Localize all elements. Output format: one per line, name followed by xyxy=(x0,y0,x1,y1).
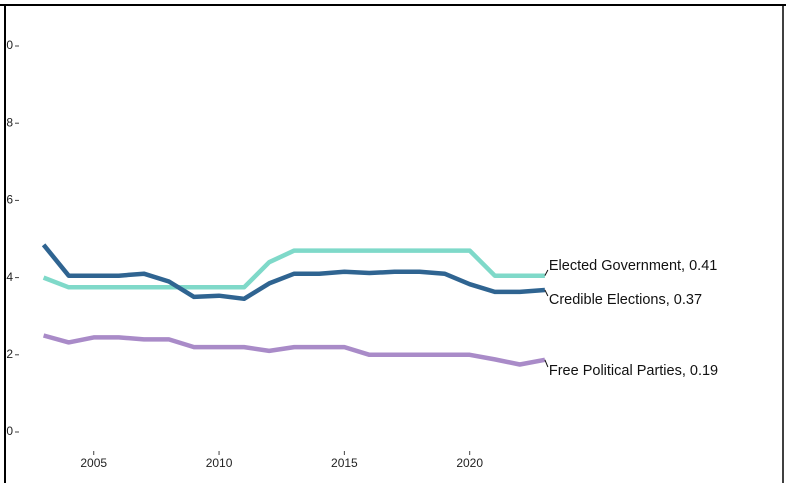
series-line xyxy=(41,243,546,302)
series-line xyxy=(42,248,545,290)
y-axis: 0.0 0.2 0.4 0.6 0.8 1.0 xyxy=(0,38,13,438)
y-tick-label: 1.0 xyxy=(0,38,13,52)
y-tick-label: 0.2 xyxy=(0,347,13,361)
series-line xyxy=(43,333,546,367)
y-tick-label: 0.8 xyxy=(0,115,13,129)
label-connector xyxy=(544,289,549,297)
y-tick-label: 0.0 xyxy=(0,424,13,438)
y-tick-label: 0.4 xyxy=(0,270,13,284)
label-connector xyxy=(544,269,549,276)
x-tick-label: 2015 xyxy=(331,456,358,470)
x-tick-label: 2005 xyxy=(80,456,107,470)
end-label: Free Political Parties, 0.19 xyxy=(549,363,718,379)
end-label: Elected Government, 0.41 xyxy=(549,258,717,274)
label-connector xyxy=(544,359,549,368)
end-label: Credible Elections, 0.37 xyxy=(549,292,702,308)
x-tick-label: 2010 xyxy=(206,456,233,470)
y-tick-label: 0.6 xyxy=(0,193,13,207)
x-tick-label: 2020 xyxy=(456,456,483,470)
